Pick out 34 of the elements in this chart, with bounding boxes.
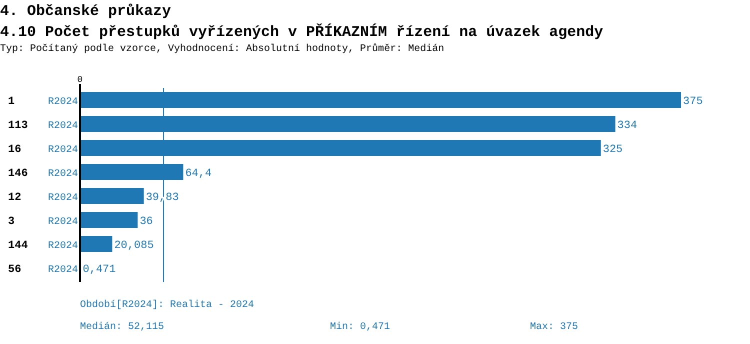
y-tick-label: 12 bbox=[8, 192, 22, 204]
bar bbox=[80, 236, 112, 252]
y-tick-label: 3 bbox=[8, 216, 15, 228]
text: Max: 375 bbox=[530, 322, 578, 333]
text: R2024 bbox=[48, 193, 78, 204]
data-label: 325 bbox=[602, 144, 623, 156]
text: R2024 bbox=[48, 145, 78, 156]
data-label: 20,085 bbox=[114, 240, 154, 252]
y-tick-label: 146 bbox=[8, 168, 28, 180]
text: R2024 bbox=[48, 241, 78, 252]
data-label: 334 bbox=[617, 120, 638, 132]
y-tick-label: 113 bbox=[8, 120, 28, 132]
text: R2024 bbox=[48, 265, 78, 276]
data-label: 64,4 bbox=[185, 168, 212, 180]
chart-title: 4. Občanské průkazy bbox=[0, 3, 172, 20]
text: Typ: Počítaný podle vzorce, Vyhodnocení: Absolutní hodnoty, Průměr: Medián bbox=[0, 43, 444, 55]
text: R2024 bbox=[48, 169, 78, 180]
data-label: 375 bbox=[683, 96, 703, 108]
text: Medián: 52,115 bbox=[80, 321, 164, 333]
y-tick-label: 144 bbox=[8, 240, 28, 252]
series-label: R2024 bbox=[48, 97, 78, 108]
text: R2024 bbox=[48, 121, 78, 132]
data-label: 0,471 bbox=[82, 264, 116, 276]
text: Min: 0,471 bbox=[330, 321, 390, 333]
data-label: 36 bbox=[140, 216, 153, 228]
y-tick-label: 16 bbox=[8, 144, 22, 156]
text: Období[R2024]: Realita - 2024 bbox=[80, 299, 254, 311]
text: 0 bbox=[77, 75, 83, 85]
bar bbox=[80, 188, 144, 204]
bar bbox=[80, 212, 138, 228]
text: R2024 bbox=[48, 217, 78, 228]
chart-subtitle: 4.10 Počet přestupků vyřízených v PŘÍKAZNÍM řízení na úvazek agendy bbox=[0, 23, 604, 41]
y-tick-label: 1 bbox=[8, 96, 15, 108]
y-tick-label: 56 bbox=[8, 264, 22, 276]
